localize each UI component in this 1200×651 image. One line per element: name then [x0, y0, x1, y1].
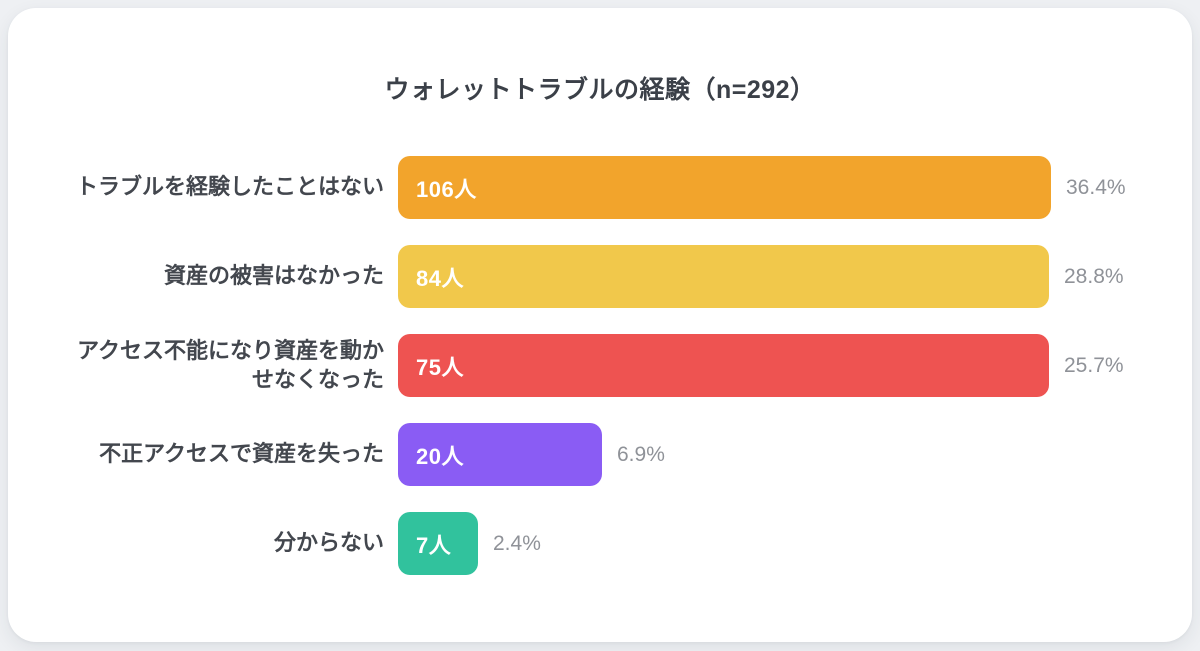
- bar-value-label: 75人: [416, 354, 464, 380]
- bar-category-label: 資産の被害はなかった: [163, 263, 384, 289]
- bar-percent-label: 6.9%: [617, 442, 665, 466]
- bar: 7人: [398, 512, 478, 575]
- bar-percent-label: 36.4%: [1066, 175, 1126, 199]
- bar: 84人: [398, 245, 1049, 308]
- bar: 106人: [398, 156, 1051, 219]
- bar-value-label: 20人: [416, 443, 464, 469]
- bar-value-label: 7人: [416, 532, 452, 558]
- bar-row: トラブルを経験したことはない 106人 36.4%: [72, 156, 1192, 219]
- bar-rows: トラブルを経験したことはない 106人 36.4% 資産の被害はなかった 84人…: [8, 156, 1192, 575]
- chart-card: ウォレットトラブルの経験（n=292） トラブルを経験したことはない 106人 …: [8, 8, 1192, 642]
- bar: 20人: [398, 423, 602, 486]
- bar-percent-label: 2.4%: [493, 531, 541, 555]
- bar-row: アクセス不能になり資産を動かせなくなった 75人 25.7%: [72, 334, 1192, 397]
- bar: 75人: [398, 334, 1049, 397]
- bar-row: 不正アクセスで資産を失った 20人 6.9%: [72, 423, 1192, 486]
- bar-value-label: 106人: [416, 176, 477, 202]
- bar-percent-label: 28.8%: [1064, 264, 1124, 288]
- bar-category-label: 不正アクセスで資産を失った: [99, 441, 384, 467]
- bar-category-label: 分からない: [273, 530, 384, 556]
- bar-category-label: トラブルを経験したことはない: [75, 174, 384, 200]
- bar-percent-label: 25.7%: [1064, 353, 1124, 377]
- chart-title: ウォレットトラブルの経験（n=292）: [384, 76, 816, 104]
- bar-value-label: 84人: [416, 265, 464, 291]
- bar-row: 資産の被害はなかった 84人 28.8%: [72, 245, 1192, 308]
- bar-category-label: アクセス不能になり資産を動かせなくなった: [77, 337, 384, 392]
- bar-row: 分からない 7人 2.4%: [72, 512, 1192, 575]
